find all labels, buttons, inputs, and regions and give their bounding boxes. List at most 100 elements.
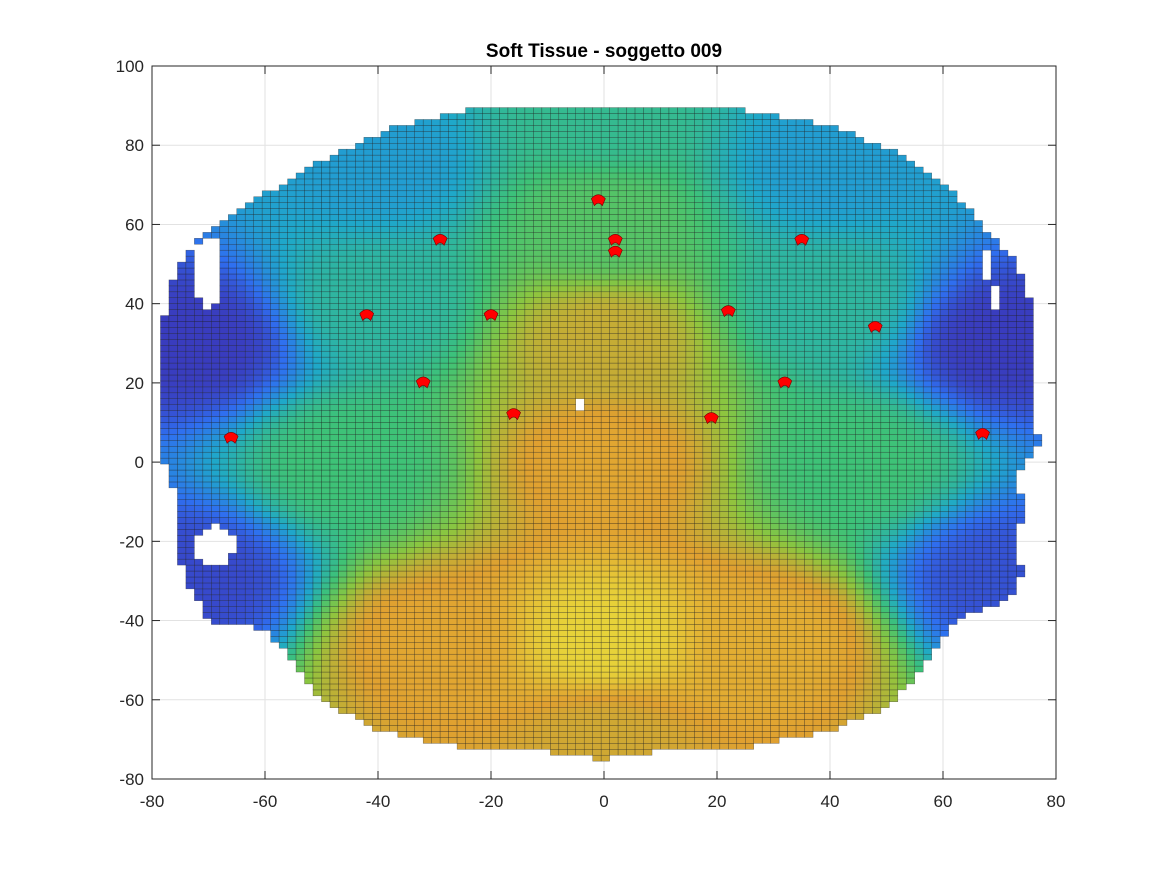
surface-cell (490, 422, 500, 429)
surface-cell (465, 356, 475, 364)
surface-cell (592, 350, 602, 358)
surface-cell (304, 327, 314, 334)
surface-cell (194, 356, 204, 364)
surface-cell (312, 469, 322, 477)
surface-cell (482, 428, 492, 435)
surface-cell (490, 190, 500, 197)
surface-cell (422, 137, 432, 144)
surface-cell (439, 345, 449, 352)
surface-cell (253, 380, 263, 388)
surface-cell (609, 386, 619, 394)
surface-cell (287, 190, 297, 197)
surface-cell (236, 315, 246, 322)
surface-cell (448, 392, 458, 399)
surface-cell (338, 339, 348, 346)
surface-cell (355, 208, 365, 215)
surface-cell (431, 380, 441, 388)
surface-cell (321, 535, 331, 542)
surface-cell (287, 552, 297, 560)
surface-cell (567, 422, 577, 429)
surface-cell (372, 208, 382, 215)
surface-cell (355, 422, 365, 429)
surface-cell (533, 410, 543, 417)
surface-cell (583, 541, 593, 548)
surface-cell (228, 220, 238, 227)
surface-cell (177, 368, 187, 376)
surface-cell (490, 636, 500, 643)
surface-cell (194, 321, 204, 328)
surface-cell (380, 511, 390, 518)
surface-cell (609, 535, 619, 542)
surface-cell (372, 327, 382, 334)
surface-cell (219, 469, 229, 477)
surface-cell (473, 226, 483, 233)
surface-cell (541, 131, 551, 138)
surface-cell (583, 273, 593, 281)
surface-cell (160, 321, 170, 328)
surface-cell (244, 350, 254, 358)
surface-cell (541, 600, 551, 607)
surface-cell (473, 725, 483, 732)
surface-cell (550, 695, 560, 703)
surface-cell (278, 422, 288, 429)
surface-cell (355, 166, 365, 174)
surface-cell (219, 273, 229, 281)
surface-cell (439, 208, 449, 215)
surface-cell (287, 624, 297, 631)
surface-cell (550, 404, 560, 411)
surface-cell (397, 612, 407, 619)
soft-tissue-surface (160, 107, 1043, 762)
surface-cell (355, 154, 365, 162)
surface-cell (185, 297, 195, 304)
surface-cell (185, 523, 195, 530)
surface-cell (465, 267, 475, 275)
surface-cell (550, 368, 560, 376)
surface-cell (490, 142, 500, 150)
surface-cell (380, 232, 390, 239)
surface-cell (422, 612, 432, 619)
surface-cell (541, 630, 551, 637)
surface-cell (499, 166, 509, 174)
surface-cell (261, 380, 271, 388)
surface-cell (533, 594, 543, 601)
surface-cell (499, 594, 509, 601)
surface-cell (507, 719, 517, 726)
surface-cell (439, 154, 449, 162)
surface-cell (346, 202, 356, 209)
surface-cell (202, 475, 212, 483)
surface-cell (312, 618, 322, 625)
surface-cell (244, 547, 254, 554)
surface-cell (439, 671, 449, 679)
surface-cell (287, 440, 297, 447)
surface-cell (465, 321, 475, 328)
surface-cell (219, 463, 229, 471)
surface-cell (389, 713, 399, 720)
surface-cell (431, 178, 441, 186)
surface-cell (439, 648, 449, 655)
surface-cell (397, 517, 407, 524)
surface-cell (592, 232, 602, 239)
surface-cell (168, 446, 178, 453)
surface-cell (422, 493, 432, 500)
surface-cell (253, 220, 263, 227)
surface-cell (465, 137, 475, 144)
surface-cell (465, 196, 475, 203)
surface-cell (507, 428, 517, 435)
surface-cell (338, 499, 348, 506)
surface-cell (550, 232, 560, 239)
surface-cell (380, 398, 390, 405)
surface-cell (397, 297, 407, 304)
surface-cell (431, 469, 441, 477)
surface-cell (456, 493, 466, 500)
surface-cell (321, 665, 331, 673)
surface-cell (261, 588, 271, 596)
surface-cell (600, 636, 610, 643)
surface-cell (524, 226, 534, 233)
surface-cell (431, 291, 441, 298)
surface-cell (431, 511, 441, 518)
surface-cell (431, 713, 441, 720)
surface-cell (346, 606, 356, 613)
surface-cell (516, 701, 526, 708)
surface-cell (346, 576, 356, 584)
surface-cell (600, 350, 610, 358)
